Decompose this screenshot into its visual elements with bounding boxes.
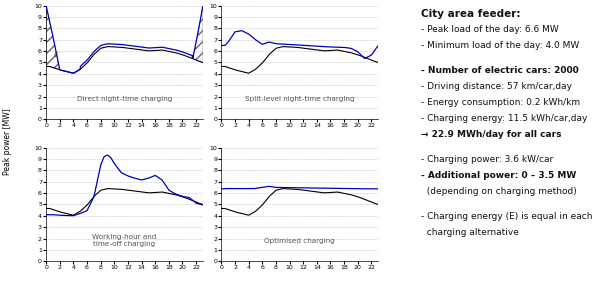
Text: E: E (54, 52, 58, 58)
Text: Working-hour and
time-off charging: Working-hour and time-off charging (92, 234, 157, 247)
Text: - Additional power: 0 – 3.5 MW: - Additional power: 0 – 3.5 MW (421, 171, 576, 180)
Text: - Charging energy (E) is equal in each: - Charging energy (E) is equal in each (421, 212, 593, 221)
Text: Direct night-time charging: Direct night-time charging (77, 96, 172, 102)
Text: City area feeder:: City area feeder: (421, 9, 521, 18)
Text: → 22.9 MWh/day for all cars: → 22.9 MWh/day for all cars (421, 130, 561, 139)
Text: charging alternative: charging alternative (421, 228, 519, 237)
Text: Split-level night-time charging: Split-level night-time charging (245, 96, 355, 102)
Text: Optimised charging: Optimised charging (264, 238, 335, 244)
Text: - Number of electric cars: 2000: - Number of electric cars: 2000 (421, 66, 579, 75)
Text: - Energy consumption: 0.2 kWh/km: - Energy consumption: 0.2 kWh/km (421, 98, 581, 107)
Text: - Peak load of the day: 6.6 MW: - Peak load of the day: 6.6 MW (421, 25, 559, 34)
Text: - Minimum load of the day: 4.0 MW: - Minimum load of the day: 4.0 MW (421, 41, 579, 50)
Text: (depending on charging method): (depending on charging method) (421, 187, 577, 197)
Text: - Driving distance: 57 km/car,day: - Driving distance: 57 km/car,day (421, 82, 573, 91)
Text: Peak power [MW]: Peak power [MW] (3, 108, 12, 176)
Text: - Charging power: 3.6 kW/car: - Charging power: 3.6 kW/car (421, 155, 554, 164)
Text: - Charging energy: 11.5 kWh/car,day: - Charging energy: 11.5 kWh/car,day (421, 114, 588, 123)
